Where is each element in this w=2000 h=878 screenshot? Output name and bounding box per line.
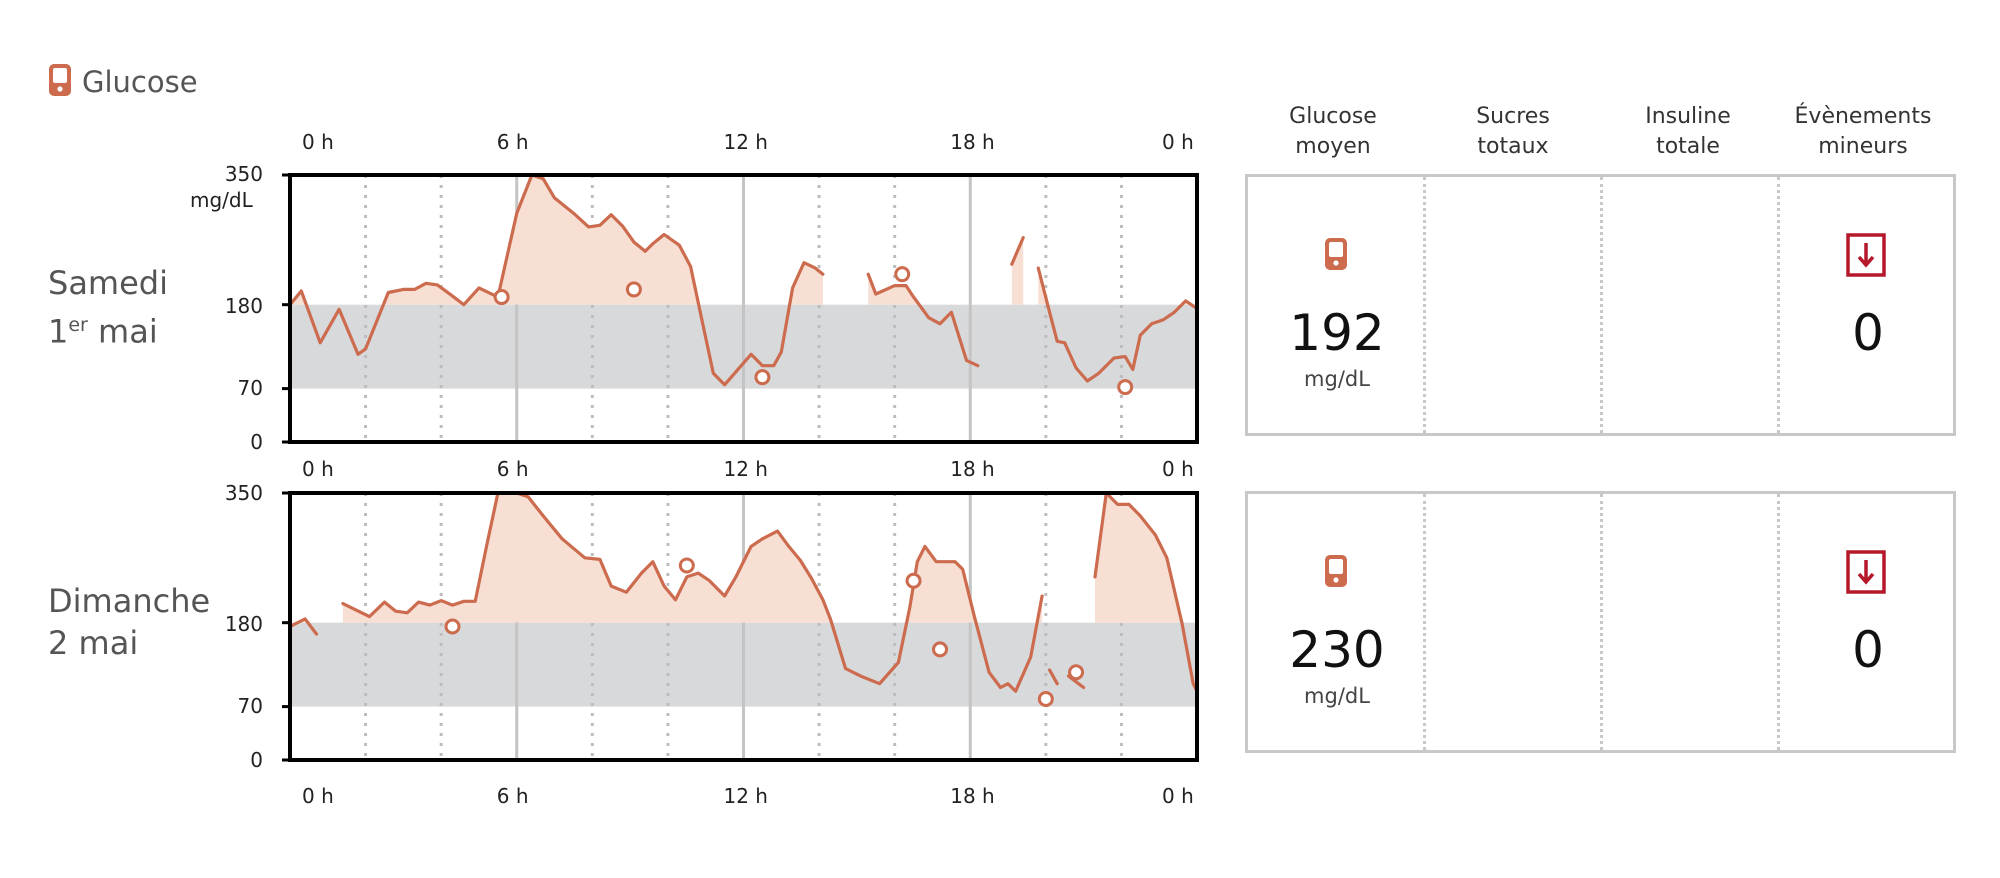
column-header-insuline-totale: Insuline totale xyxy=(1598,102,1778,162)
glucose-reading-point xyxy=(754,369,771,386)
glucose-trace-line xyxy=(341,491,1044,693)
glucose-trace-line xyxy=(1010,236,1025,266)
day-label-date: 2 mai xyxy=(48,624,139,662)
glucose-trace-line xyxy=(866,272,980,368)
column-header-line: totaux xyxy=(1477,134,1549,159)
column-header-line: Insuline xyxy=(1645,104,1731,129)
y-tick-label: 350 xyxy=(224,481,263,505)
column-header-sucres-totaux: Sucres totaux xyxy=(1423,102,1603,162)
glucose-trace-line xyxy=(1093,491,1199,693)
glucose-reading-point xyxy=(625,281,642,298)
x-tick-label: 18 h xyxy=(950,784,995,808)
glucose-trace-line xyxy=(288,173,825,387)
glucose-reading-point xyxy=(1117,379,1134,396)
y-tick-label: 70 xyxy=(237,694,263,718)
glucose-average-value: 192 xyxy=(1289,304,1385,362)
section-header: Glucose xyxy=(48,62,198,102)
x-tick-label: 6 h xyxy=(496,130,529,154)
column-header-line: Évènements xyxy=(1794,104,1932,129)
above-range-fill xyxy=(1095,493,1182,623)
plot-frame xyxy=(288,173,1199,444)
x-tick-label: 0 h xyxy=(1162,130,1194,154)
glucose-reading-point xyxy=(678,557,695,574)
y-tick-label: 180 xyxy=(224,294,263,318)
column-divider xyxy=(1423,177,1426,433)
column-divider xyxy=(1600,177,1603,433)
column-divider xyxy=(1777,177,1780,433)
day-label-weekday: Samedi xyxy=(48,264,168,302)
glucose-trace-line xyxy=(1048,668,1059,686)
x-tick-label: 0 h xyxy=(302,130,334,154)
x-tick-label: 0 h xyxy=(1162,784,1194,808)
column-header-line: Glucose xyxy=(1289,104,1377,129)
y-tick-label: 0 xyxy=(250,430,263,454)
minor-events-value: 0 xyxy=(1852,621,1884,679)
above-range-fill xyxy=(290,175,823,305)
x-tick-label: 18 h xyxy=(950,130,995,154)
glucose-average-unit: mg/dL xyxy=(1304,684,1370,708)
glucose-reading-point xyxy=(1037,690,1054,707)
x-tick-label: 6 h xyxy=(496,457,529,481)
minor-events-value: 0 xyxy=(1852,304,1884,362)
glucose-reading-point xyxy=(444,618,461,635)
glucose-reading-point xyxy=(905,572,922,589)
glucose-meter-icon xyxy=(1324,554,1348,592)
column-header-evenements-mineurs: Évènements mineurs xyxy=(1773,102,1953,162)
column-divider xyxy=(1600,494,1603,750)
column-header-line: moyen xyxy=(1295,134,1371,159)
x-tick-label: 18 h xyxy=(950,457,995,481)
y-tick-label: 180 xyxy=(224,612,263,636)
x-tick-label: 0 h xyxy=(1162,457,1194,481)
column-divider xyxy=(1423,494,1426,750)
column-header-line: mineurs xyxy=(1818,134,1908,159)
glucose-reading-point xyxy=(932,641,949,658)
column-header-line: Sucres xyxy=(1476,104,1550,129)
day-ordinal-superscript: er xyxy=(68,314,88,336)
glucose-meter-icon xyxy=(48,63,72,101)
y-axis-unit: mg/dL xyxy=(190,188,253,212)
x-tick-label: 12 h xyxy=(723,130,768,154)
glucose-trace-line xyxy=(1036,266,1199,383)
low-glucose-event-icon xyxy=(1846,550,1886,598)
glucose-reading-point xyxy=(894,266,911,283)
x-tick-label: 12 h xyxy=(723,784,768,808)
glucose-reading-point xyxy=(493,289,510,306)
y-tick-label: 70 xyxy=(237,376,263,400)
glucose-trace-line xyxy=(288,617,319,636)
glucose-reading-point xyxy=(1068,664,1085,681)
x-tick-label: 12 h xyxy=(723,457,768,481)
glucose-average-value: 230 xyxy=(1289,621,1385,679)
above-range-fill xyxy=(1011,237,1024,305)
x-tick-label: 6 h xyxy=(496,784,529,808)
y-tick-label: 350 xyxy=(224,162,263,186)
above-range-fill xyxy=(342,493,1043,623)
column-header-glucose-moyen: Glucose moyen xyxy=(1243,102,1423,162)
day-number: 1 xyxy=(48,312,69,351)
x-tick-label: 0 h xyxy=(302,457,334,481)
day-label-weekday: Dimanche xyxy=(48,582,211,620)
glucose-meter-icon xyxy=(1324,237,1348,275)
y-tick-label: 0 xyxy=(250,748,263,772)
x-tick-label: 0 h xyxy=(302,784,334,808)
summary-panel-sunday: 230 mg/dL 0 xyxy=(1245,491,1956,753)
above-range-fill xyxy=(868,274,920,305)
summary-panel-saturday: 192 mg/dL 0 xyxy=(1245,174,1956,436)
day-month: mai xyxy=(98,312,158,351)
low-glucose-event-icon xyxy=(1846,233,1886,281)
column-header-line: totale xyxy=(1656,134,1720,159)
plot-frame xyxy=(288,491,1199,762)
glucose-average-unit: mg/dL xyxy=(1304,367,1370,391)
day-label-saturday: Samedi 1er mai xyxy=(48,262,168,353)
day-label-date: 1er mai xyxy=(48,304,168,353)
column-divider xyxy=(1777,494,1780,750)
day-label-sunday: Dimanche 2 mai xyxy=(48,580,210,664)
section-title: Glucose xyxy=(82,65,198,99)
